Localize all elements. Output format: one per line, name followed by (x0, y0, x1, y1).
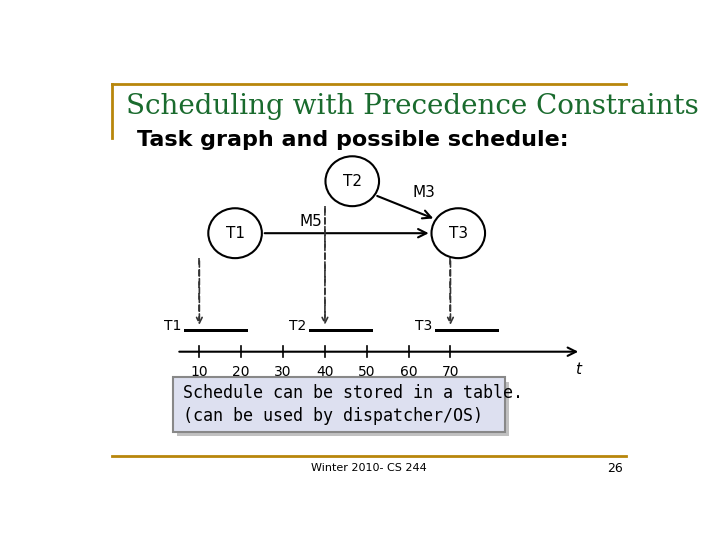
Bar (184, 329, 248, 332)
Text: Scheduling with Precedence Constraints: Scheduling with Precedence Constraints (126, 93, 699, 120)
Text: T3: T3 (415, 319, 432, 333)
Ellipse shape (325, 156, 379, 206)
Text: 26: 26 (607, 462, 623, 475)
Text: Task graph and possible schedule:: Task graph and possible schedule: (138, 130, 569, 150)
FancyBboxPatch shape (177, 382, 509, 436)
Text: T2: T2 (289, 319, 307, 333)
Text: 30: 30 (274, 366, 292, 380)
Text: T1: T1 (225, 226, 245, 241)
Text: 60: 60 (400, 366, 418, 380)
Text: T2: T2 (343, 174, 361, 188)
Text: 40: 40 (316, 366, 333, 380)
Text: M3: M3 (413, 185, 435, 200)
Text: T3: T3 (449, 226, 468, 241)
Bar (310, 329, 374, 332)
Text: 20: 20 (233, 366, 250, 380)
Ellipse shape (431, 208, 485, 258)
Text: (can be used by dispatcher/OS): (can be used by dispatcher/OS) (183, 407, 482, 426)
Text: T1: T1 (163, 319, 181, 333)
FancyBboxPatch shape (173, 377, 505, 431)
Text: 10: 10 (191, 366, 208, 380)
Ellipse shape (208, 208, 262, 258)
Text: Schedule can be stored in a table.: Schedule can be stored in a table. (183, 383, 523, 402)
Text: 50: 50 (358, 366, 376, 380)
Text: 70: 70 (441, 366, 459, 380)
Text: t: t (575, 362, 581, 377)
Text: Winter 2010- CS 244: Winter 2010- CS 244 (311, 463, 427, 473)
Bar (435, 329, 499, 332)
Text: M5: M5 (299, 214, 322, 230)
